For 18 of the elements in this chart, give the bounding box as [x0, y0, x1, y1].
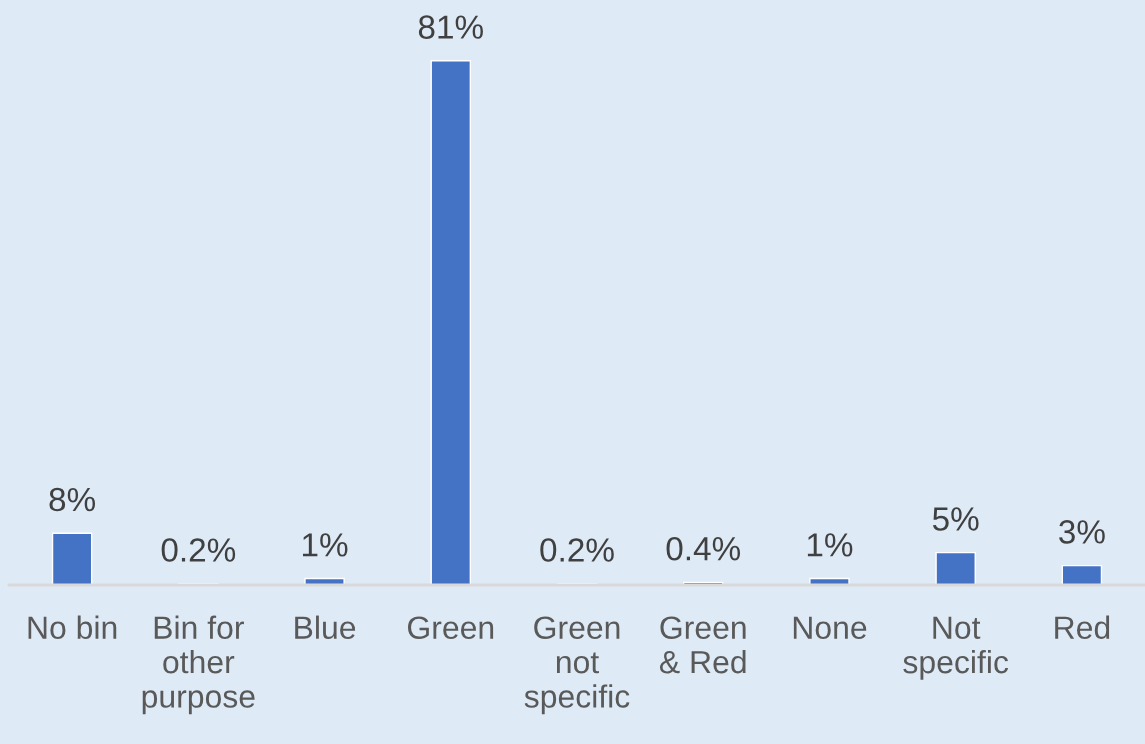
- x-tick-label: Bin for other purpose: [142, 615, 255, 715]
- x-tick-label: Green not specific: [524, 616, 630, 715]
- data-label: 1%: [807, 533, 853, 557]
- data-label: 0.4%: [666, 536, 741, 561]
- data-label: 8%: [49, 487, 96, 512]
- x-tick-label: No bin: [28, 615, 117, 640]
- data-label: 3%: [1059, 520, 1105, 544]
- x-tick-label: Not specific: [903, 616, 1009, 680]
- x-tick-label: None: [793, 616, 867, 640]
- data-label: 81%: [418, 15, 483, 39]
- data-label: 1%: [303, 533, 348, 557]
- data-label: 0.2%: [540, 538, 614, 562]
- data-label: 5%: [932, 507, 979, 531]
- x-tick-label: Green & Red: [659, 616, 746, 674]
- x-tick-label: Blue: [295, 615, 356, 640]
- x-tick-label: Green: [408, 616, 494, 640]
- data-label: 0.2%: [161, 538, 236, 562]
- x-tick-label: Red: [1055, 615, 1110, 640]
